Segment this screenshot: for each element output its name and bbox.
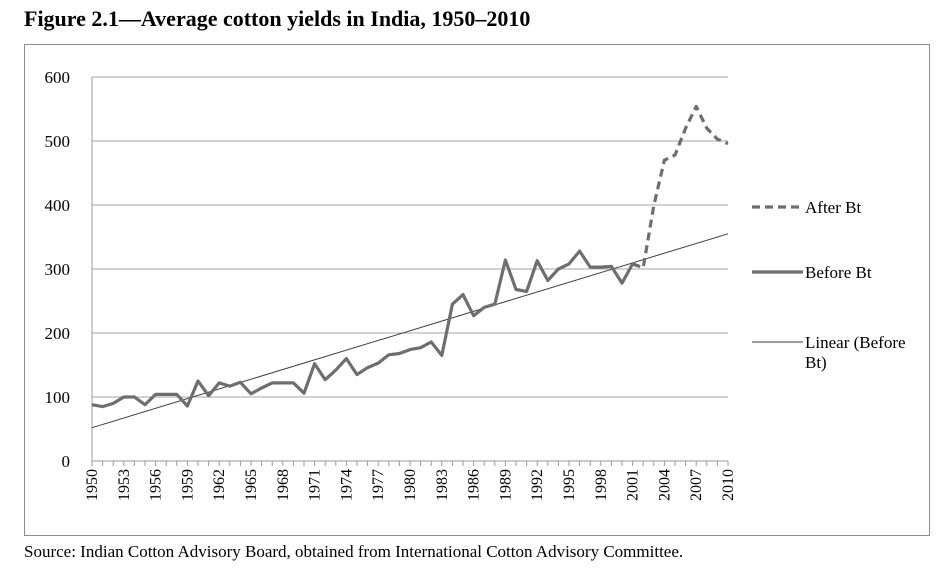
legend-label: After Bt	[805, 198, 861, 217]
x-tick-label: 1986	[466, 469, 483, 501]
y-tick-label: 200	[45, 324, 71, 343]
x-tick-label: 1953	[116, 469, 133, 501]
axes	[91, 77, 729, 466]
x-tick-label: 2001	[625, 469, 642, 501]
x-tick-label: 1983	[434, 469, 451, 501]
x-tick-label: 2004	[656, 469, 673, 501]
x-tick-label: 1959	[179, 469, 196, 501]
x-tick-label: 1974	[338, 469, 355, 501]
y-tick-label: 0	[62, 452, 71, 471]
x-tick-label: 1956	[148, 469, 165, 501]
x-tick-label: 1968	[275, 469, 292, 501]
cotton-yield-line-chart: 0 100 200 300 400 500 600 1950 1953 1956 1959 1962…	[45, 68, 906, 501]
chart-frame: 0 100 200 300 400 500 600 1950 1953 1956 1959 1962…	[24, 44, 930, 536]
y-tick-label: 100	[45, 388, 71, 407]
y-tick-label: 400	[45, 196, 71, 215]
x-tick-label: 1998	[593, 469, 610, 501]
series-line-linear-before-bt	[91, 233, 729, 429]
y-tick-label: 500	[45, 132, 71, 151]
x-tick-label: 1995	[561, 469, 578, 501]
series-line-before-bt	[91, 249, 635, 409]
x-tick-label: 1992	[529, 469, 546, 501]
x-tick-label: 1962	[211, 469, 228, 501]
y-tick-label: 300	[45, 260, 71, 279]
gridlines	[92, 76, 728, 398]
x-tick-label: 1950	[84, 469, 101, 501]
series-lines	[91, 104, 729, 429]
y-tick-labels: 0 100 200 300 400 500 600	[45, 68, 71, 471]
figure-title: Figure 2.1—Average cotton yields in Indi…	[24, 6, 531, 31]
y-tick-label: 600	[45, 68, 71, 87]
legend-label: Linear (Before Bt)	[805, 333, 906, 372]
legend: After Bt Before Bt Linear (Before Bt)	[752, 198, 906, 372]
x-tick-labels: 1950 1953 1956 1959 1962 1965 1968 1971 1974 1977…	[84, 469, 737, 501]
x-tick-label: 1965	[243, 469, 260, 501]
x-tick-label: 1980	[402, 469, 419, 501]
x-tick-label: 2007	[688, 469, 705, 501]
x-tick-label: 2010	[720, 469, 737, 501]
source-note: Source: Indian Cotton Advisory Board, ob…	[24, 542, 684, 561]
series-line-after-bt	[632, 104, 729, 270]
x-tick-label: 1977	[370, 469, 387, 501]
x-tick-label: 1989	[497, 469, 514, 501]
x-tick-label: 1971	[307, 469, 324, 501]
legend-label: Before Bt	[805, 263, 872, 282]
